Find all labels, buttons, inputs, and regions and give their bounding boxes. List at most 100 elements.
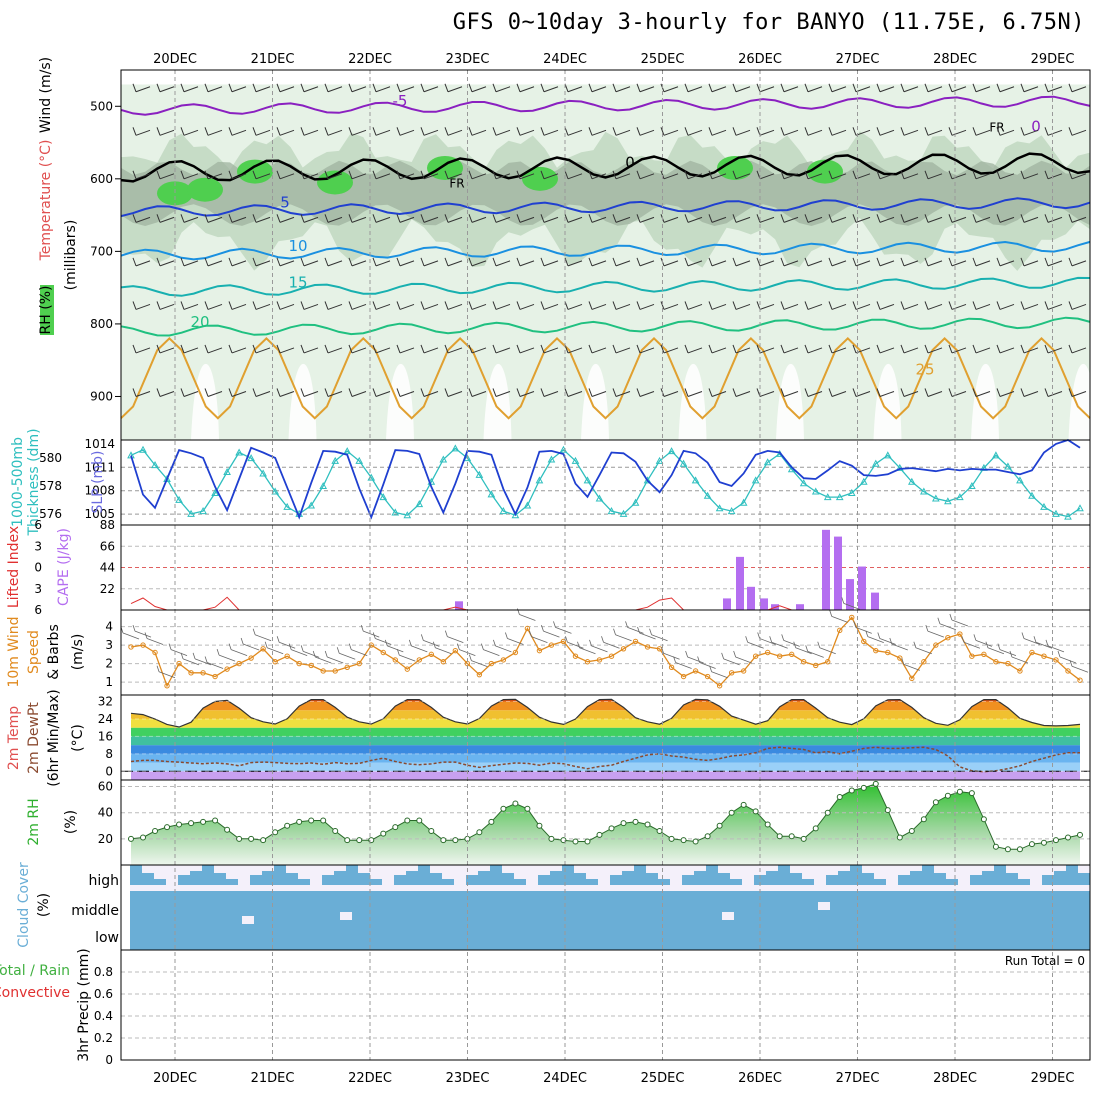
wind-barb (804, 170, 823, 180)
wind-barb (252, 257, 271, 267)
cloud-gap-high (826, 865, 838, 875)
rh-marker (440, 837, 447, 844)
wind-barb (132, 301, 151, 310)
wind-barb (276, 257, 295, 267)
cloud-gap-mid (818, 902, 830, 910)
wind-barb (180, 652, 200, 666)
thickness-marker (415, 500, 424, 508)
cloud-gap-high (286, 865, 298, 873)
lifted-tick-label: 3 (34, 582, 42, 596)
thickness-marker (199, 507, 207, 515)
thickness-marker (932, 494, 940, 502)
wind-barb (924, 344, 943, 354)
cloud-gap-high (1078, 865, 1090, 873)
cape-tick-label: 66 (100, 539, 115, 553)
wind-barb (684, 388, 703, 397)
wind-barb (276, 636, 296, 649)
temperature-panel: 0 8 16 24 32 (98, 695, 1090, 780)
wind-barb (540, 301, 559, 310)
wind-barb (516, 127, 535, 136)
wind-barb (492, 214, 511, 223)
wind-barb (1020, 170, 1039, 180)
rh-marker (932, 799, 939, 806)
rh-marker (740, 801, 747, 808)
wind-barb (324, 127, 343, 136)
temp-units-label: (°C) (70, 724, 86, 752)
cloud-level-label: low (95, 930, 119, 946)
cloud-gap-high (1018, 865, 1030, 879)
wind-barb (780, 170, 799, 180)
wind-barb (132, 170, 151, 180)
thickness-marker (895, 463, 904, 471)
wind-barb (780, 344, 799, 354)
wind-barb (996, 257, 1015, 267)
y-tick-label: 900 (90, 389, 113, 403)
wind-speed-marker (596, 657, 603, 663)
date-label-bottom: 29DEC (1031, 1071, 1075, 1086)
wind-speed-label: Speed (26, 630, 42, 674)
wind-barb (348, 388, 367, 397)
wind-barb (660, 301, 679, 310)
wind-barb (1044, 388, 1063, 397)
wind-speed-marker (536, 647, 543, 654)
thickness-marker (1004, 462, 1012, 470)
wind-barb (708, 170, 727, 180)
wind-speed-marker (188, 670, 194, 676)
wind-barb (252, 170, 271, 180)
temperature-contour (120, 152, 1091, 183)
wind-barb (180, 127, 199, 136)
date-label-top: 21DEC (251, 52, 295, 67)
wind-barb (324, 650, 344, 664)
wind-tick-label: 1 (105, 675, 113, 689)
thickness-marker (1040, 502, 1048, 510)
cloud-gap-high (154, 865, 166, 879)
wind-barb (684, 170, 703, 180)
wind-speed-marker (969, 653, 975, 659)
thickness-marker (1076, 504, 1084, 512)
temperature-contour (120, 197, 1091, 218)
cloud-gap-high (322, 865, 334, 875)
wind-barb (1068, 301, 1087, 310)
wind-speed-marker (200, 670, 206, 676)
wind-barb (853, 621, 872, 634)
thickness-marker (727, 507, 736, 515)
wind-barb (972, 170, 991, 180)
thickness-marker (223, 468, 231, 476)
cape-bar (736, 556, 744, 610)
rh-marker (332, 828, 339, 834)
cloud-gap-high (310, 865, 322, 885)
wind-barb (1069, 660, 1089, 673)
rh-marker (260, 837, 267, 844)
wind-barb (492, 170, 511, 180)
wind-barb (540, 344, 559, 354)
wind-barb (972, 214, 991, 223)
thickness-marker (139, 445, 147, 453)
wind-speed-marker (933, 642, 939, 648)
wind-speed-marker (1017, 668, 1023, 674)
wind-speed-marker (885, 649, 891, 656)
precip-convective-label: Convective (0, 985, 70, 1001)
temp-tick-label: 16 (98, 729, 113, 743)
y-tick-label: 800 (90, 317, 113, 331)
cloud-gap-high (550, 865, 562, 871)
wind-speed-marker (981, 651, 987, 658)
wind-barb (492, 388, 511, 397)
wind-barb (876, 301, 895, 310)
cloud-gap-high (790, 865, 802, 873)
rh-marker (908, 828, 915, 834)
wind-speed-marker (764, 649, 771, 656)
wind-barb (924, 257, 943, 267)
thickness-marker (235, 448, 243, 456)
wind-speed-marker (945, 635, 951, 641)
wind-barb (300, 388, 319, 397)
wind-barb (781, 634, 800, 647)
thickness-marker (259, 469, 267, 477)
rh-marker (188, 820, 195, 827)
thickness-marker (871, 459, 880, 467)
wind-barb (636, 344, 655, 354)
wind-speed-marker (788, 651, 795, 658)
temp-tick-label: 0 (105, 764, 113, 778)
date-label-bottom: 28DEC (933, 1071, 977, 1086)
wind-barb (828, 127, 847, 136)
thickness-tick-label: 576 (39, 507, 62, 521)
